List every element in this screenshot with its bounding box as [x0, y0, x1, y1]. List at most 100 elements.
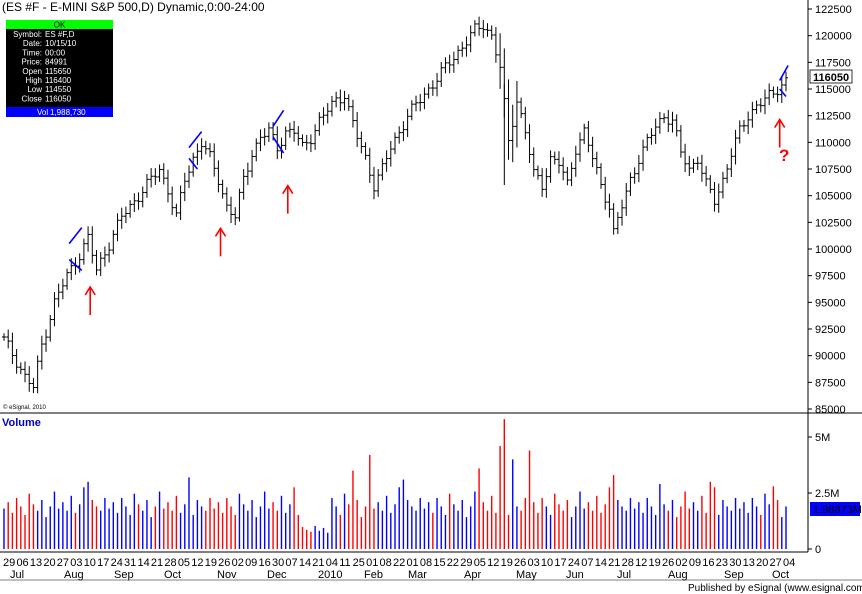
date-month-label: Oct — [772, 569, 789, 581]
price-bar — [102, 246, 107, 267]
date-month-label: Sep — [114, 569, 134, 581]
date-day-label: 29 — [460, 557, 472, 569]
price-bar — [170, 186, 175, 216]
price-bar — [645, 133, 650, 152]
price-bar — [586, 120, 591, 153]
chart-title: (ES #F - E-MINI S&P 500,D) Dynamic,0:00-… — [2, 0, 265, 14]
price-bar — [514, 80, 519, 148]
price-bar — [321, 107, 326, 126]
date-day-label: 22 — [447, 557, 459, 569]
price-tick-label: 85000 — [815, 404, 846, 416]
price-tick: 100000 — [808, 244, 852, 256]
date-day-label: 12 — [191, 557, 203, 569]
price-bar — [439, 62, 444, 88]
price-bar — [552, 151, 557, 165]
price-bar — [90, 226, 95, 264]
date-day-label: 24 — [568, 557, 580, 569]
date-day-label: 02 — [232, 557, 244, 569]
price-bar — [2, 333, 6, 341]
price-bar — [65, 268, 70, 290]
price-bar — [430, 80, 435, 96]
price-bar — [208, 143, 213, 158]
date-day-label: 26 — [662, 557, 674, 569]
price-tick-label: 105000 — [815, 191, 852, 203]
price-tick: 122500 — [808, 4, 852, 16]
info-box-vol-label: Vol — [37, 108, 48, 117]
price-tick-label: 112500 — [815, 111, 851, 123]
date-month-label: Feb — [364, 569, 383, 581]
current-volume-label: 1.98873M — [813, 504, 862, 516]
date-day-label: 10 — [84, 557, 96, 569]
trend-line — [272, 109, 285, 127]
price-bar — [165, 169, 170, 203]
price-bar — [468, 25, 473, 53]
trend-line — [779, 88, 787, 97]
date-day-label: 28 — [622, 557, 634, 569]
date-day-label: 21 — [312, 557, 324, 569]
date-day-label: 06 — [16, 557, 28, 569]
price-bar — [317, 112, 322, 136]
footer-credit: Published by eSignal (www.esignal.com) — [688, 583, 862, 594]
price-bar — [561, 157, 566, 181]
price-bar — [393, 132, 397, 155]
price-bar — [687, 155, 692, 177]
price-bar — [733, 129, 738, 165]
price-bar — [115, 213, 120, 242]
price-bar — [527, 124, 532, 163]
price-bar — [279, 137, 284, 159]
price-bar — [506, 79, 511, 160]
price-bar — [56, 283, 61, 308]
price-bar — [737, 120, 742, 144]
price-tick-label: 117500 — [815, 57, 851, 69]
volume-tick-label: 5M — [815, 432, 830, 444]
price-bar — [300, 134, 305, 147]
date-day-label: 12 — [487, 557, 499, 569]
info-box-status — [6, 20, 113, 29]
up-arrow-head — [774, 118, 786, 128]
date-day-label: 01 — [366, 557, 378, 569]
price-bar — [426, 83, 431, 99]
trend-lines — [68, 65, 789, 271]
price-bar — [599, 163, 604, 189]
price-bar — [149, 168, 154, 188]
price-bar — [363, 142, 368, 160]
price-bar — [582, 123, 587, 145]
price-tick: 107500 — [808, 164, 852, 176]
up-arrow-head — [214, 226, 227, 237]
price-bar — [262, 128, 267, 146]
price-axis-ticks: 122500 120000 117500 115000 112500 110000 1075… — [808, 4, 852, 416]
price-bar — [493, 27, 498, 63]
price-bar — [376, 169, 381, 197]
price-bar — [456, 45, 461, 65]
price-bar — [237, 188, 242, 222]
price-bar — [653, 118, 658, 144]
price-bar — [296, 126, 301, 146]
trend-line — [778, 65, 789, 81]
price-bar — [329, 96, 334, 117]
price-tick-label: 120000 — [815, 31, 852, 43]
date-day-label: 21 — [151, 557, 163, 569]
price-bar — [355, 112, 360, 147]
price-bar — [136, 192, 141, 210]
price-bar — [18, 362, 23, 375]
price-bar — [691, 158, 696, 173]
price-bar — [649, 128, 654, 145]
volume-tick: 5M — [808, 432, 830, 444]
info-row-label: Close — [22, 94, 43, 103]
price-bar — [39, 335, 44, 370]
date-month-label: Aug — [668, 569, 688, 581]
price-bar — [708, 175, 713, 194]
price-bar — [186, 165, 191, 188]
price-bar — [308, 134, 313, 153]
date-day-label: 09 — [689, 557, 701, 569]
price-bar — [720, 171, 725, 199]
price-bar — [758, 98, 763, 113]
price-bar — [140, 186, 145, 208]
date-month-label: Jul — [617, 569, 631, 581]
date-day-label: 07 — [285, 557, 297, 569]
price-bar — [657, 111, 662, 134]
date-month-label: Dec — [267, 569, 287, 581]
trend-line — [188, 157, 199, 170]
price-bar — [409, 100, 414, 121]
price-bar — [472, 20, 477, 37]
